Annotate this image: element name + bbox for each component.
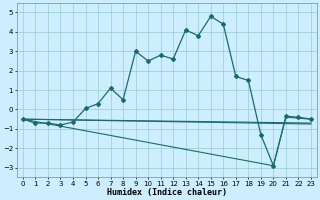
X-axis label: Humidex (Indice chaleur): Humidex (Indice chaleur) <box>107 188 227 197</box>
